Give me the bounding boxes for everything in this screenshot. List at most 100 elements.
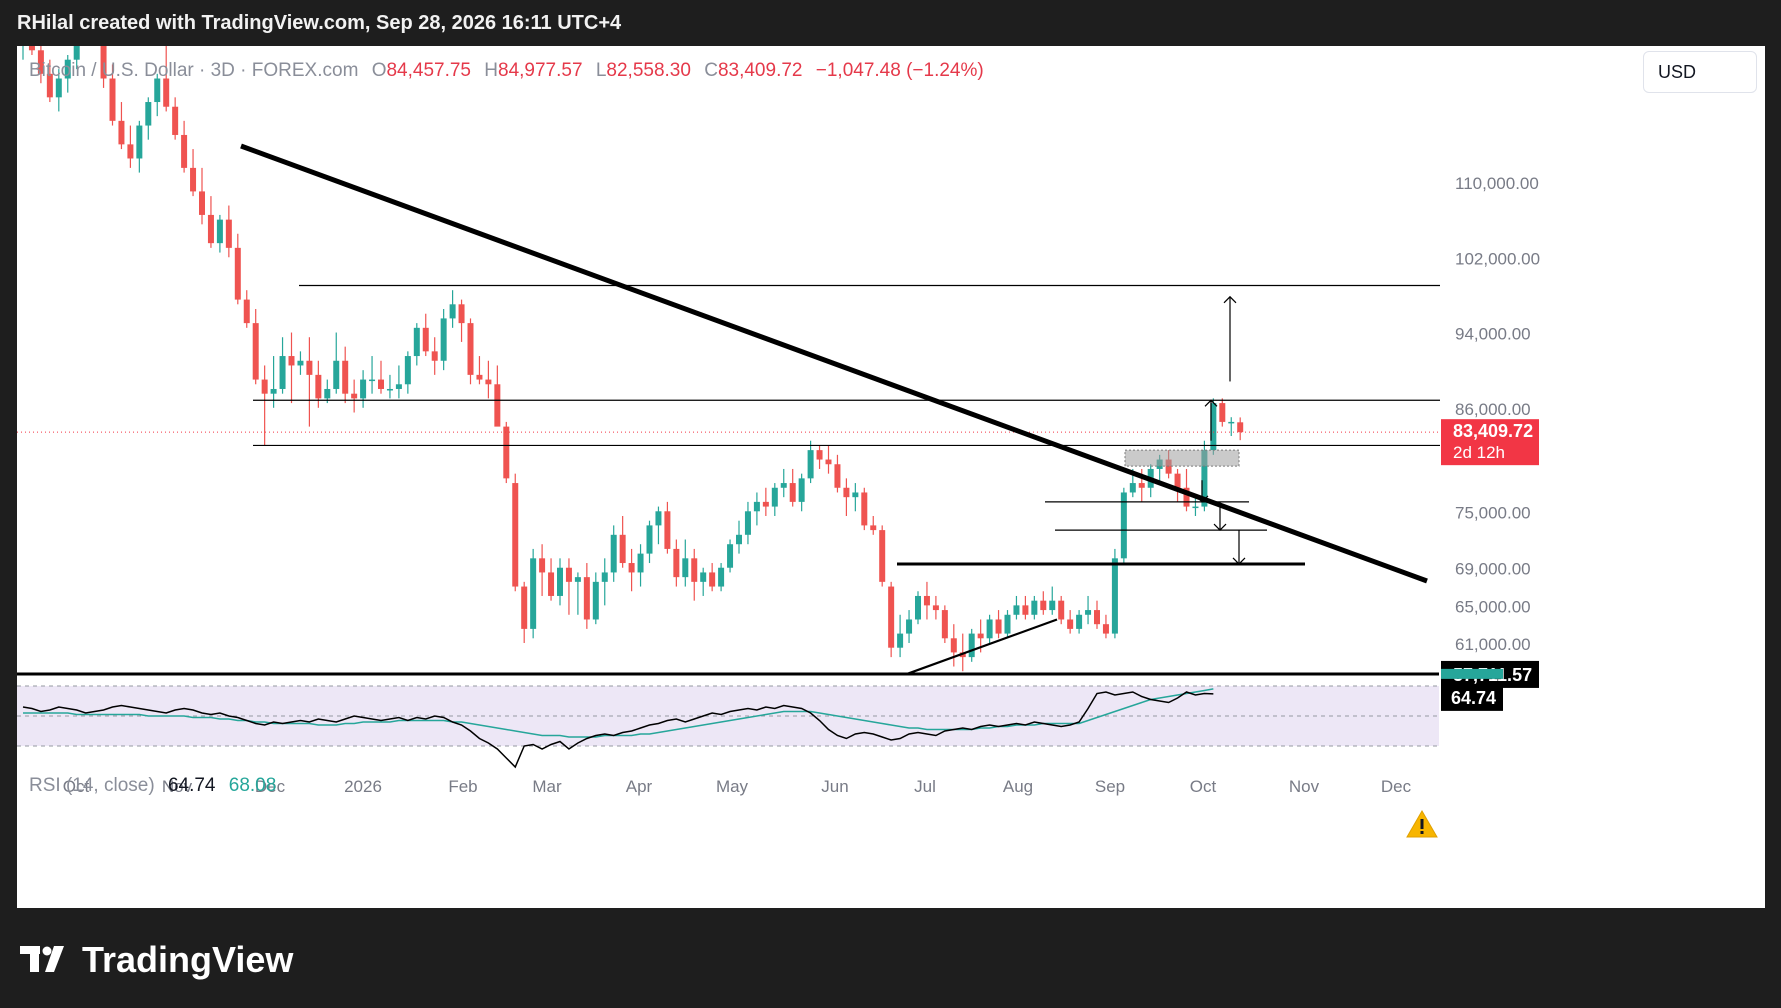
candle-body [351, 393, 358, 399]
candle-body [1049, 600, 1056, 611]
currency-button[interactable]: USD [1643, 51, 1757, 93]
candle-body [225, 219, 232, 248]
candle-body [369, 379, 376, 382]
chart-area[interactable]: 110,000.00 102,000.00 94,000.00 86,000.00 75… [17, 46, 1765, 908]
time-axis-label: Aug [1003, 777, 1033, 796]
price-tick-label: 94,000.00 [1455, 325, 1531, 344]
candle-body [306, 360, 313, 375]
candle-body [1102, 624, 1109, 634]
candle-body [655, 511, 662, 526]
candle-body [1192, 506, 1199, 509]
candle-body [673, 548, 680, 578]
candle-body [145, 102, 152, 126]
down-arrow-2-head [1213, 523, 1227, 531]
candle-body [637, 553, 644, 573]
candle-body [333, 360, 340, 389]
candle-body [709, 572, 716, 587]
candle-body [55, 78, 62, 98]
candle-body [467, 323, 474, 375]
candle-body [378, 379, 384, 389]
candle-body [163, 78, 170, 107]
candle-body [190, 167, 197, 192]
candle-body [216, 219, 223, 244]
rsi-ma-badge [1441, 668, 1503, 679]
candle-body [727, 544, 734, 568]
price-tick-label: 75,000.00 [1455, 503, 1531, 522]
rsi-legend: RSI (14, close) 64.74 68.08 [29, 775, 276, 797]
candle-body [664, 511, 671, 549]
descending-trendline [240, 143, 1428, 584]
candle-body [270, 388, 277, 394]
down-arrow-1-head [1195, 495, 1209, 503]
low-value: 82,558.30 [606, 60, 691, 81]
candle-body [915, 595, 921, 620]
candle-body [888, 586, 895, 648]
candle-body [932, 605, 939, 611]
candle-body [897, 633, 904, 648]
change-value: −1,047.48 (−1.24%) [815, 60, 984, 81]
candle-body [1201, 450, 1208, 507]
time-axis-label: Dec [1381, 777, 1412, 796]
candle-body [565, 567, 572, 582]
candle-body [628, 563, 635, 573]
candle-body [762, 501, 769, 507]
candle-body [207, 214, 214, 244]
candle-body [1094, 610, 1100, 625]
close-value: 83,409.72 [717, 60, 803, 81]
price-tick-label: 110,000.00 [1455, 174, 1539, 193]
candle-body [1129, 483, 1136, 493]
candle-body [807, 450, 814, 479]
candle-body [1067, 619, 1074, 629]
candle-body [324, 388, 331, 399]
last-price-countdown: 2d 12h [1453, 443, 1505, 462]
target-arrow-up-head [1223, 295, 1237, 304]
candle-body [1013, 605, 1020, 615]
time-axis-label: Jun [821, 777, 848, 796]
candle-body [422, 327, 429, 352]
demand-zone [1124, 449, 1240, 467]
candle-body [1210, 403, 1217, 451]
candle-body [986, 619, 993, 639]
price-tick-label: 61,000.00 [1455, 635, 1531, 654]
price-tick-label: 65,000.00 [1455, 597, 1531, 616]
candle-body [941, 610, 948, 639]
price-tick-label: 86,000.00 [1455, 400, 1531, 419]
candle-body [37, 50, 44, 74]
candle-body [252, 323, 259, 380]
price-chart[interactable]: 110,000.00 102,000.00 94,000.00 86,000.00 75… [17, 46, 1765, 908]
time-axis-label: Oct [63, 777, 90, 796]
rising-trendline [906, 618, 1058, 675]
candle-body [315, 374, 322, 399]
rsi-label: RSI (14, close) [29, 775, 155, 796]
candle-body [870, 525, 877, 531]
price-tick-label: 102,000.00 [1455, 249, 1540, 268]
candle-body [1111, 558, 1118, 634]
candle-body [458, 304, 465, 324]
high-value: 84,977.57 [498, 60, 583, 81]
last-price-badge-bg [1441, 419, 1539, 466]
candle-body [592, 581, 599, 620]
candle-body [789, 483, 796, 502]
candle-body [646, 525, 653, 554]
low-label: L [595, 60, 607, 81]
candle-body [601, 572, 608, 582]
high-label: H [484, 60, 499, 81]
close-label: C [704, 60, 718, 81]
candle-body [342, 360, 349, 394]
candle-body [199, 191, 205, 215]
open-value: 84,457.75 [386, 60, 471, 81]
candle-body [360, 379, 367, 399]
candle-body [100, 46, 107, 79]
candle-body [1228, 421, 1235, 424]
candle-body [557, 567, 563, 596]
rsi-value: 64.74 [167, 775, 216, 796]
candle-body [279, 356, 286, 389]
breakout-arrow-up-head [1204, 399, 1218, 407]
time-axis-label: Apr [626, 777, 653, 796]
warning-icon[interactable] [1405, 809, 1439, 839]
candle-body [503, 426, 510, 479]
candle-body [243, 299, 250, 324]
candle-body [181, 134, 188, 168]
candle-body [485, 379, 492, 385]
candle-body [879, 530, 886, 582]
